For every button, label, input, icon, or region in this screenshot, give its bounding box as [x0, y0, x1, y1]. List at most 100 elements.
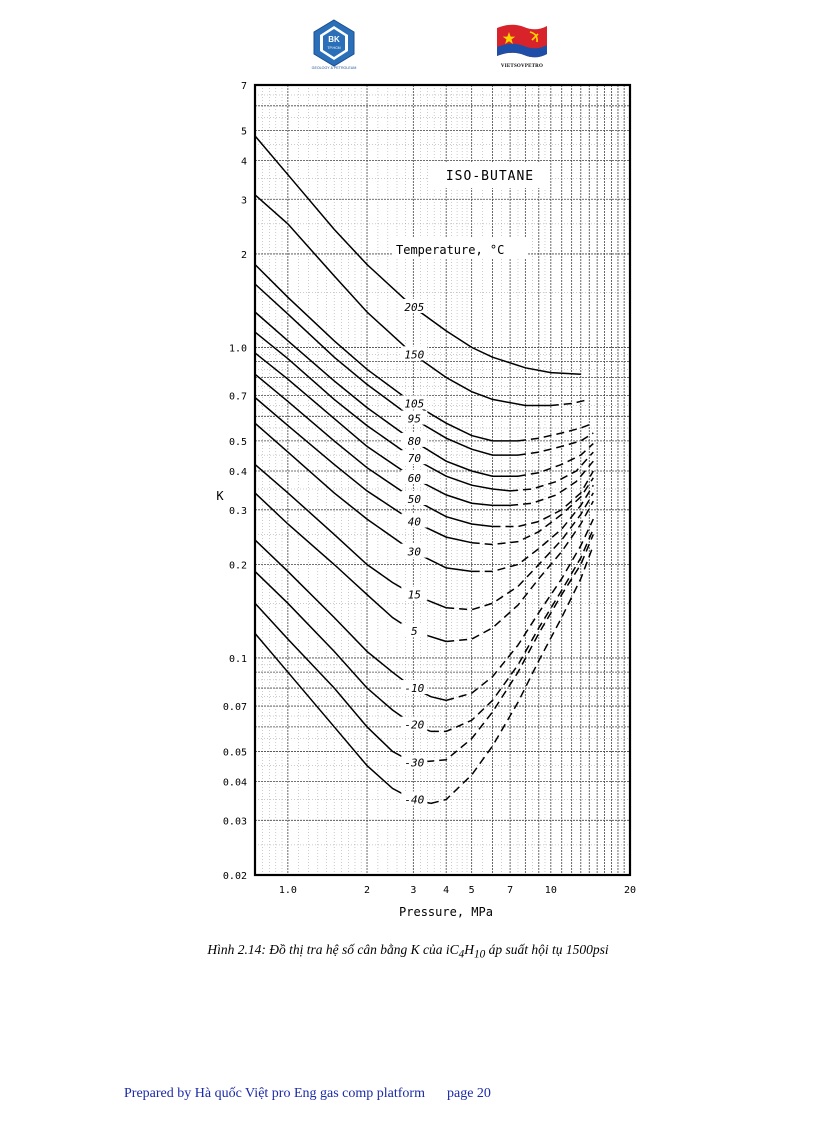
logo-subtext: TP.HCM	[327, 46, 340, 50]
y-tick-label: 0.4	[229, 467, 247, 478]
y-tick-label: 3	[241, 195, 247, 206]
y-tick-label: 0.05	[223, 747, 247, 758]
curve-label-80: 80	[408, 435, 422, 448]
x-tick-label: 5	[469, 885, 475, 896]
caption-mid: H	[464, 942, 474, 957]
curve-label--10: -10	[404, 682, 424, 695]
curve-labels: 205 150 105 95 80 70 60 50 40 30 15 5 -10 -20 -30 -40	[401, 298, 428, 807]
curve-30-dashed	[471, 484, 594, 573]
curve-label-bg	[401, 490, 428, 505]
curve-label-bg	[401, 346, 428, 361]
x-axis-label: Pressure, MPa	[399, 905, 493, 919]
curve-label-30: 30	[407, 546, 422, 559]
x-tick-label: 10	[545, 885, 557, 896]
curve-label-bg	[401, 395, 428, 410]
curve-label--40: -40	[404, 794, 424, 807]
curve-80-dashed	[517, 443, 594, 477]
y-tick-label: 0.03	[223, 816, 247, 827]
curve-70-dashed	[510, 451, 594, 492]
chart-curves	[254, 135, 595, 805]
y-tick-label: 2	[241, 250, 247, 261]
page-footer: Prepared by Hà quốc Việt pro Eng gas com…	[124, 1086, 491, 1102]
y-tick-label: 0.2	[229, 560, 247, 571]
curve-label-5: 5	[411, 625, 418, 638]
curve-105-solid	[254, 263, 518, 442]
curve-label-105: 105	[404, 397, 424, 410]
x-tick-label: 3	[410, 885, 416, 896]
y-tick-label: 0.04	[223, 778, 247, 789]
curve-105-dashed	[517, 422, 594, 442]
curve-label-50: 50	[408, 493, 422, 506]
y-tick-label: 7	[241, 81, 247, 92]
curve-label-bg	[401, 450, 428, 465]
curve-label-bg	[401, 513, 428, 528]
curve--10-dashed	[445, 518, 594, 702]
curve-15-solid	[254, 463, 447, 609]
page-number: page 20	[447, 1086, 491, 1101]
curve--20-dashed	[430, 528, 594, 733]
caption-prefix: Hình 2.14: Đồ thị tra hệ số cân bằng K c…	[207, 942, 459, 957]
curve--30-solid	[254, 602, 414, 764]
chart-ticks: 7 5 4 3 2 1.0 0.7 0.5 0.4 0.3 0.2 0.1 0.07 0.05 0.04 0.…	[223, 81, 636, 896]
curve-label-70: 70	[408, 452, 422, 465]
curve-label-bg	[401, 410, 428, 425]
curve-label-bg	[401, 791, 428, 806]
curve--10-solid	[254, 539, 447, 702]
curve-label-15: 15	[408, 589, 421, 602]
curve-40-solid	[254, 396, 472, 544]
curve-150-solid	[254, 194, 551, 407]
k-value-chart: 7 5 4 3 2 1.0 0.7 0.5 0.4 0.3 0.2 0.1 0.07 0.05 0.04 0.…	[216, 81, 636, 919]
curve-label-bg	[401, 716, 428, 731]
y-axis-label: K	[216, 489, 224, 503]
curve-label-bg	[401, 680, 428, 695]
caption-sub-4: 4	[458, 948, 465, 961]
curve-label--30: -30	[404, 757, 424, 770]
curve-40-dashed	[471, 477, 594, 546]
footer-text: Prepared by Hà quốc Việt pro Eng gas com…	[124, 1086, 425, 1101]
title-box	[428, 162, 550, 188]
curve-label-150: 150	[404, 348, 424, 361]
bk-geology-logo: BK TP.HCM GEOLOGY & PETROLEUM	[312, 19, 357, 70]
curve-label-40: 40	[408, 516, 422, 529]
curve-95-dashed	[517, 432, 594, 456]
curve-205-solid	[254, 135, 581, 375]
logo-right-caption: VIETSOVPETRO	[500, 64, 544, 69]
curve-label-bg	[401, 754, 428, 769]
curve-15-dashed	[446, 492, 594, 611]
caption-sub-10: 10	[473, 948, 486, 961]
curve-label--20: -20	[404, 719, 424, 732]
curve-label-bg	[401, 543, 428, 558]
y-tick-label: 1.0	[229, 343, 247, 354]
curve-50-solid	[254, 373, 493, 528]
legend-title-box	[392, 237, 528, 259]
vietsovpetro-flag-logo	[497, 24, 547, 58]
curve-60-dashed	[510, 460, 594, 507]
curve-label-bg	[401, 298, 428, 313]
chart-grid	[255, 84, 631, 876]
x-tick-label: 1.0	[279, 885, 297, 896]
chart-title: ISO-BUTANE	[446, 169, 534, 184]
logo-caption: GEOLOGY & PETROLEUM	[312, 66, 357, 70]
plot-frame	[253, 83, 632, 877]
curve-label-bg	[401, 432, 428, 447]
curve--30-dashed	[413, 534, 594, 764]
y-tick-label: 0.07	[223, 702, 247, 713]
curve-150-dashed	[550, 398, 590, 407]
x-tick-label: 7	[507, 885, 513, 896]
curve-label-bg	[401, 469, 428, 484]
x-tick-label: 4	[443, 885, 449, 896]
logo-monogram: BK	[328, 35, 340, 44]
y-tick-label: 0.7	[229, 392, 247, 403]
y-tick-label: 0.5	[229, 437, 247, 448]
curve-5-dashed	[446, 500, 594, 643]
y-tick-label: 0.3	[229, 506, 247, 517]
curve-label-bg	[401, 623, 428, 638]
curve-30-solid	[254, 422, 472, 573]
y-tick-label: 5	[241, 126, 247, 137]
curve-label-205: 205	[404, 301, 424, 314]
curve-label-bg	[401, 586, 428, 601]
curve-label-95: 95	[408, 413, 421, 426]
y-tick-label: 0.1	[229, 654, 247, 665]
figure-caption: Hình 2.14: Đồ thị tra hệ số cân bằng K c…	[0, 942, 816, 961]
y-tick-label: 4	[241, 156, 247, 167]
